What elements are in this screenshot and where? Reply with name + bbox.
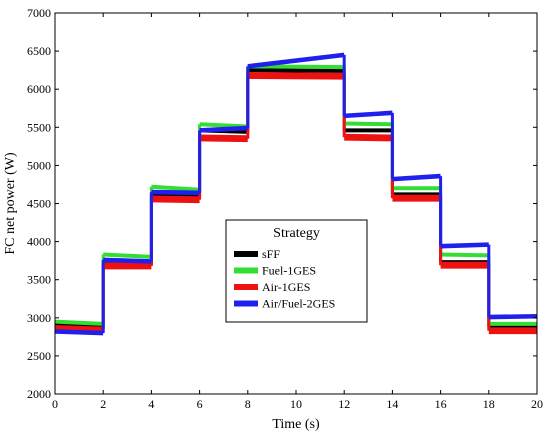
series-segment [54,319,104,326]
series-segment [54,329,104,336]
legend-label: Fuel-1GES [262,264,316,278]
legend-label: Air/Fuel-2GES [262,297,335,311]
y-tick-label: 7000 [27,6,51,20]
y-tick-label: 3000 [27,311,51,325]
series-segment [151,189,200,196]
series-segment [488,313,538,320]
y-axis-label: FC net power (W) [3,152,18,255]
x-tick-label: 16 [435,397,447,411]
x-tick-label: 20 [531,397,543,411]
x-tick-label: 4 [148,397,154,411]
x-tick-label: 8 [245,397,251,411]
legend-title: Strategy [273,226,320,241]
legend-items: sFF Fuel-1GES Air-1GES Air/Fuel-2GES [234,247,335,311]
series-segment [440,252,489,258]
y-tick-label: 2000 [27,387,51,401]
series-segment [247,52,345,69]
series-segment [247,68,345,73]
y-tick-label: 2500 [27,349,51,363]
x-tick-label: 18 [483,397,495,411]
x-tick-label: 10 [290,397,302,411]
ticks-layer: 0 2 4 6 8 10 12 14 16 18 20 2000 2500 3000 3500 4000 450… [27,6,543,411]
series-segment [199,134,248,143]
x-tick-label: 12 [338,397,350,411]
series-segment [440,242,489,249]
legend-label: sFF [262,247,280,261]
legend: Strategy sFF Fuel-1GES Air-1GES Air/Fuel-2G… [225,219,368,323]
y-tick-label: 6500 [27,44,51,58]
series-air-fuel-2ges [54,52,538,336]
series-segment [151,195,200,204]
series-layer [54,52,538,336]
y-tick-label: 3500 [27,273,51,287]
series-segment [344,133,393,142]
series-segment [199,125,248,133]
series-segment [103,257,152,264]
series-segment [392,173,441,182]
series-segment [344,110,393,119]
series-segment [151,192,200,198]
legend-label: Air-1GES [262,280,310,294]
x-tick-label: 6 [197,397,203,411]
x-tick-label: 0 [52,397,58,411]
series-segment [151,184,200,192]
x-tick-label: 2 [100,397,106,411]
y-tick-label: 6000 [27,82,51,96]
x-axis-label: Time (s) [272,417,320,432]
y-tick-label: 4000 [27,235,51,249]
series-segment [54,325,104,334]
series-segment [344,121,393,127]
y-tick-label: 5000 [27,158,51,172]
series-segment [247,72,345,80]
series-segment [103,252,152,259]
y-tick-label: 5500 [27,120,51,134]
x-tick-label: 14 [386,397,398,411]
y-tick-label: 4500 [27,197,51,211]
